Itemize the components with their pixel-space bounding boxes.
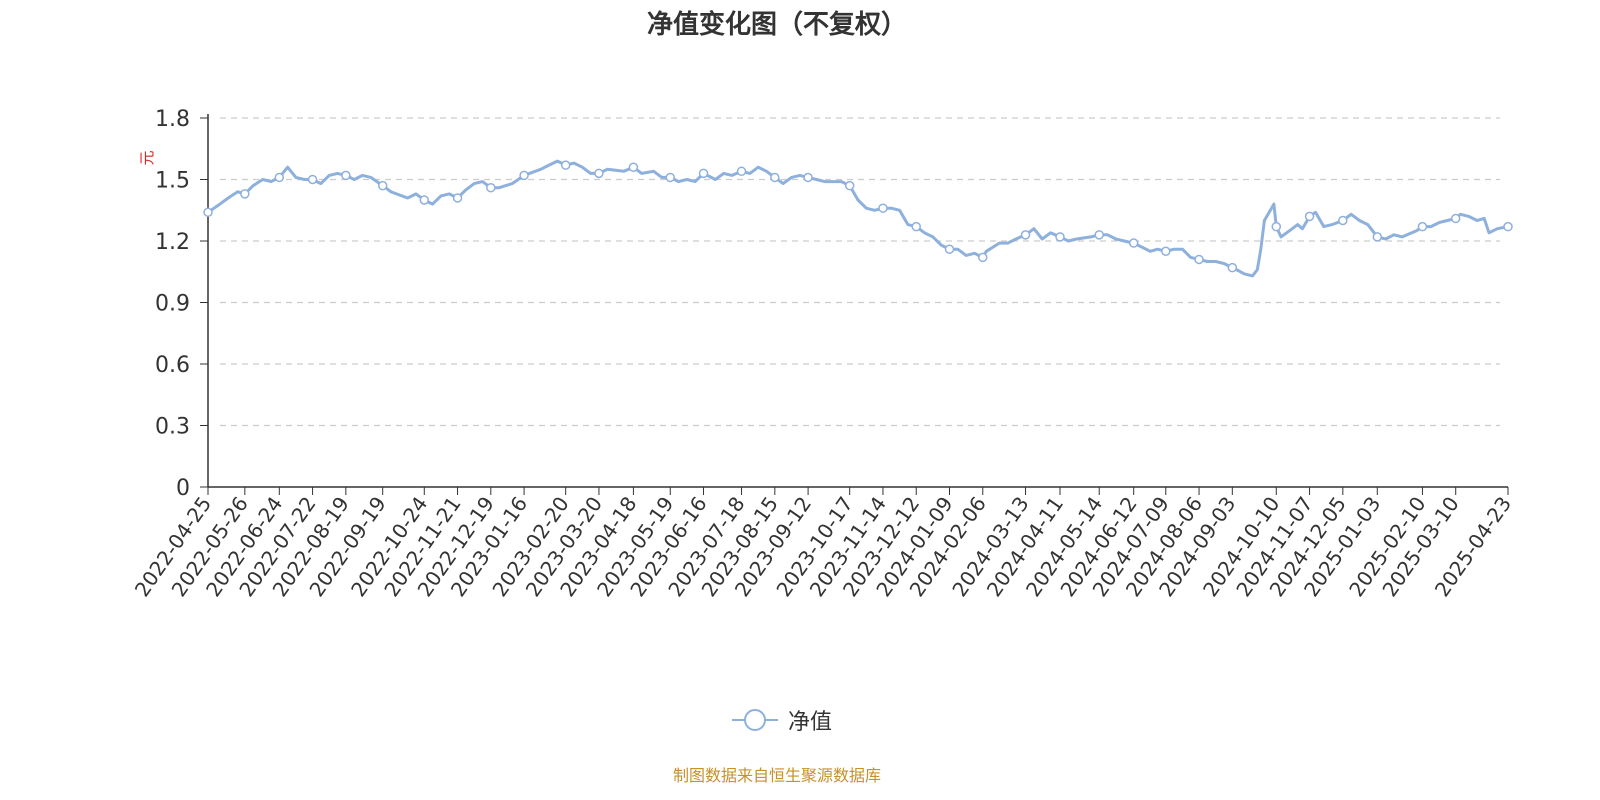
data-point-marker (698, 168, 709, 179)
data-point-marker (1227, 262, 1238, 273)
y-tick-label: 0.6 (155, 353, 190, 378)
data-point-marker (1450, 213, 1461, 224)
data-point-marker (770, 172, 780, 183)
data-point-marker (307, 174, 318, 185)
data-point-marker (978, 252, 988, 263)
data-point-marker (1304, 211, 1315, 222)
chart-title: 净值变化图（不复权） (646, 10, 907, 40)
data-point-marker (1194, 254, 1204, 265)
series-markers (203, 160, 1513, 273)
y-tick-label: 1.8 (155, 107, 190, 132)
data-point-marker (1372, 232, 1383, 242)
data-point-marker (803, 172, 813, 183)
y-tick-label: 1.2 (155, 230, 190, 255)
data-point-marker (452, 193, 463, 203)
y-tick-label: 0.3 (155, 415, 190, 440)
data-point-marker (844, 180, 855, 191)
data-point-marker (736, 166, 747, 177)
data-point-marker (519, 170, 529, 181)
data-point-marker (274, 172, 285, 183)
data-point-marker (486, 182, 496, 193)
data-point-marker (1503, 221, 1513, 232)
series-line (207, 159, 1509, 278)
data-point-marker (628, 162, 639, 172)
data-point-marker (341, 170, 351, 181)
series-line-netvalue (207, 159, 1509, 278)
data-point-marker (203, 207, 213, 218)
data-point-marker (1094, 230, 1104, 240)
data-point-marker (1417, 221, 1428, 232)
data-point-marker (560, 160, 571, 170)
data-point-marker (377, 180, 388, 191)
grid-lines (220, 117, 1500, 427)
data-point-marker (665, 172, 675, 183)
data-point-marker (1161, 246, 1171, 256)
y-tick-label: 0.9 (155, 292, 190, 317)
axes (200, 114, 1509, 495)
data-point-marker (944, 244, 955, 254)
legend-line-icon (732, 709, 778, 731)
data-point-marker (878, 203, 888, 213)
data-point-marker (911, 221, 921, 232)
data-point-marker (240, 189, 250, 199)
data-point-marker (1055, 232, 1065, 242)
data-point-marker (419, 195, 430, 205)
legend-label: 净值 (788, 710, 833, 735)
y-tick-labels: 0 0.3 0.6 0.9 1.2 1.5 1.8 (155, 107, 190, 501)
y-axis-label: 元 (138, 150, 156, 165)
y-tick-label: 0 (176, 476, 190, 501)
data-point-marker (594, 168, 604, 179)
data-point-marker (1338, 215, 1348, 226)
source-note: 制图数据来自恒生聚源数据库 (672, 766, 881, 785)
data-point-marker (1020, 230, 1031, 240)
legend[interactable]: 净值 (730, 704, 832, 736)
y-tick-label: 1.5 (155, 169, 190, 194)
data-point-marker (1128, 238, 1139, 248)
x-tick-labels: 2022-04-252022-05-262022-06-242022-07-22… (130, 492, 1516, 601)
data-point-marker (1271, 221, 1282, 232)
